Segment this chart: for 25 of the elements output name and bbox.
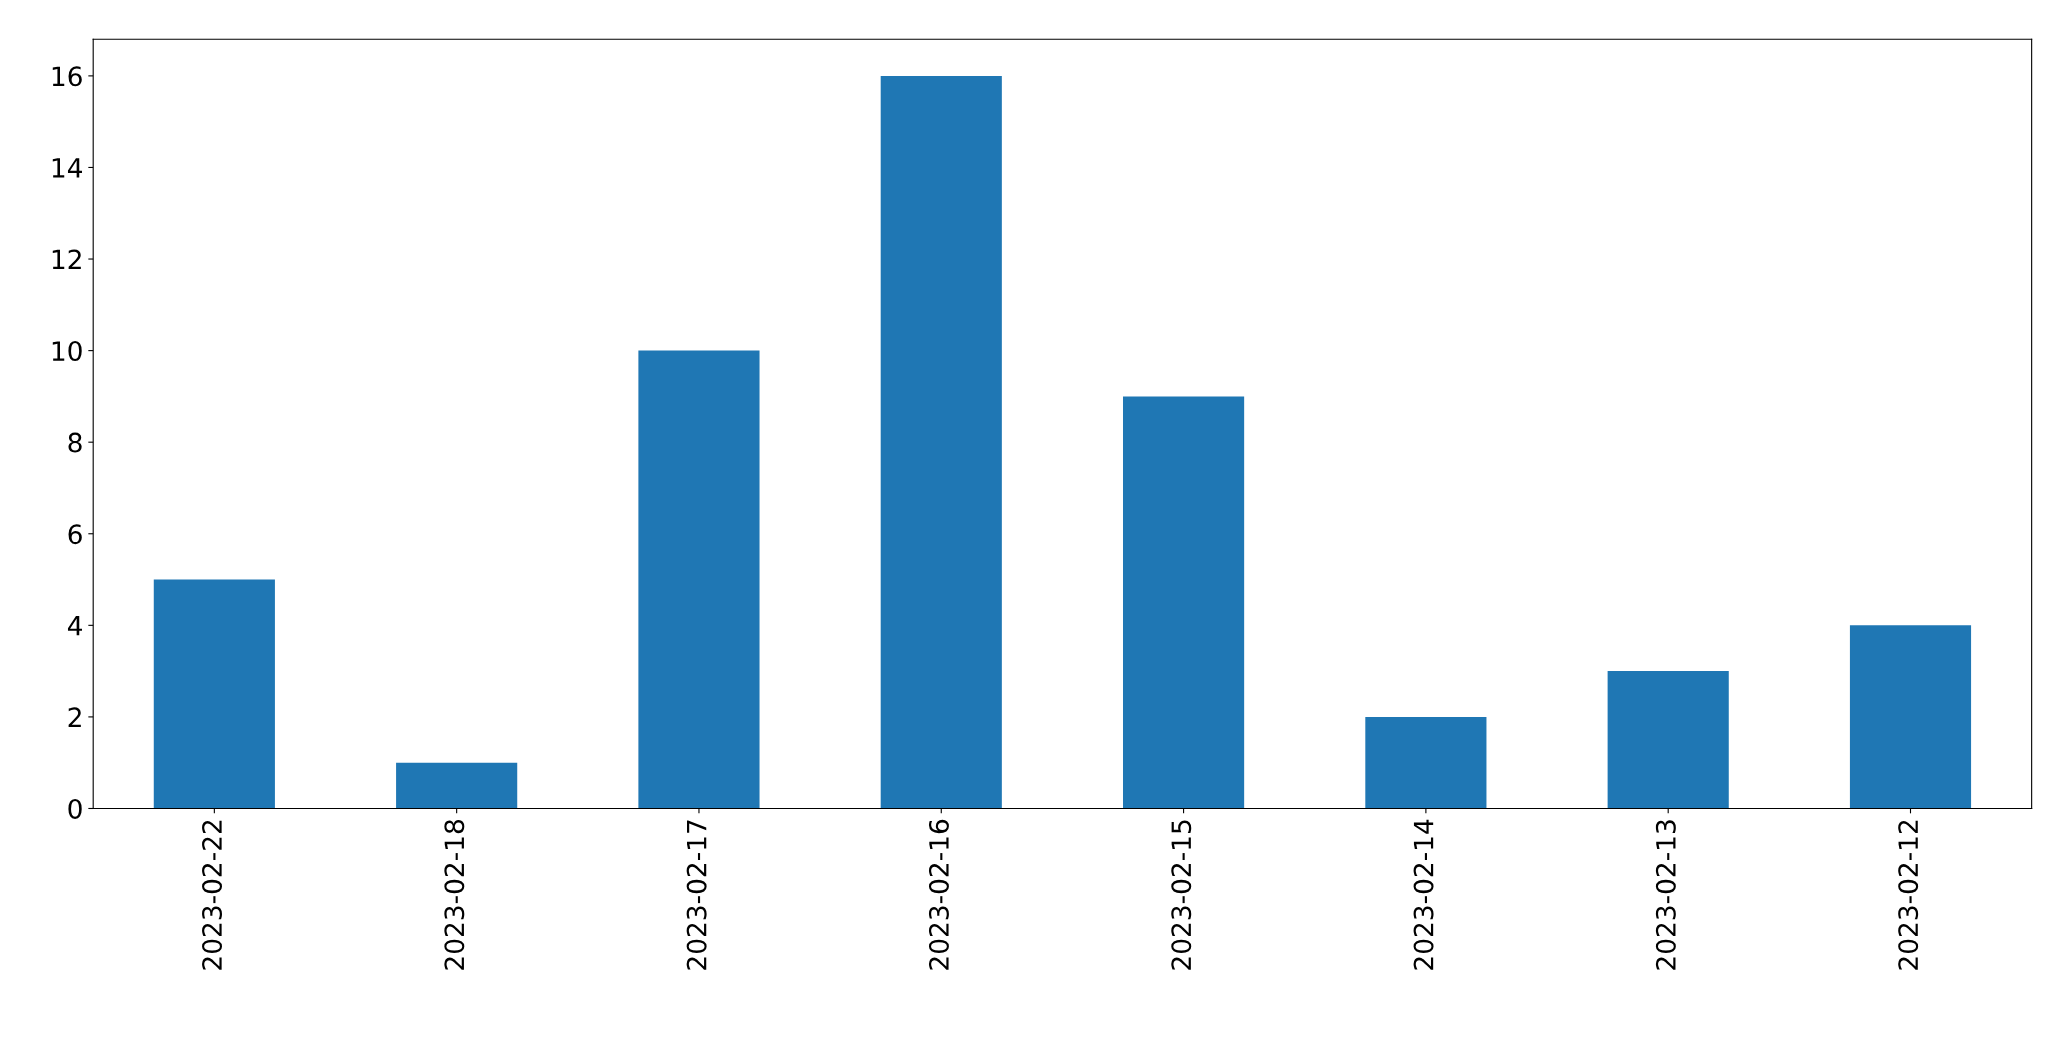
x-tick-label: 2023-02-15 — [1171, 820, 1192, 970]
bar — [1123, 396, 1245, 809]
bar — [1849, 625, 1972, 809]
y-tick-label: 16 — [52, 66, 82, 87]
bar — [396, 762, 518, 809]
y-tick-label: 12 — [52, 249, 81, 270]
y-tick-label: 6 — [68, 524, 82, 545]
x-tick-label: 2023-02-18 — [444, 820, 465, 970]
y-tick-label: 2 — [68, 707, 81, 727]
y-tick-label: 8 — [68, 432, 82, 453]
x-tick-label: 2023-02-17 — [686, 820, 707, 970]
bar — [638, 350, 760, 809]
y-tick-label: 0 — [68, 798, 82, 819]
x-tick-label: 2023-02-14 — [1413, 819, 1434, 970]
y-tick-label: 14 — [52, 158, 82, 178]
bar — [153, 579, 275, 809]
bar — [1607, 671, 1729, 809]
x-tick-label: 2023-02-16 — [928, 819, 949, 970]
x-tick-label: 2023-02-12 — [1898, 820, 1919, 970]
x-tick-label: 2023-02-22 — [202, 820, 223, 970]
x-tick-label: 2023-02-13 — [1655, 820, 1676, 970]
y-tick-label: 10 — [52, 341, 82, 362]
y-tick-label: 4 — [67, 616, 82, 636]
bar — [1365, 716, 1487, 809]
bar — [880, 75, 1002, 809]
